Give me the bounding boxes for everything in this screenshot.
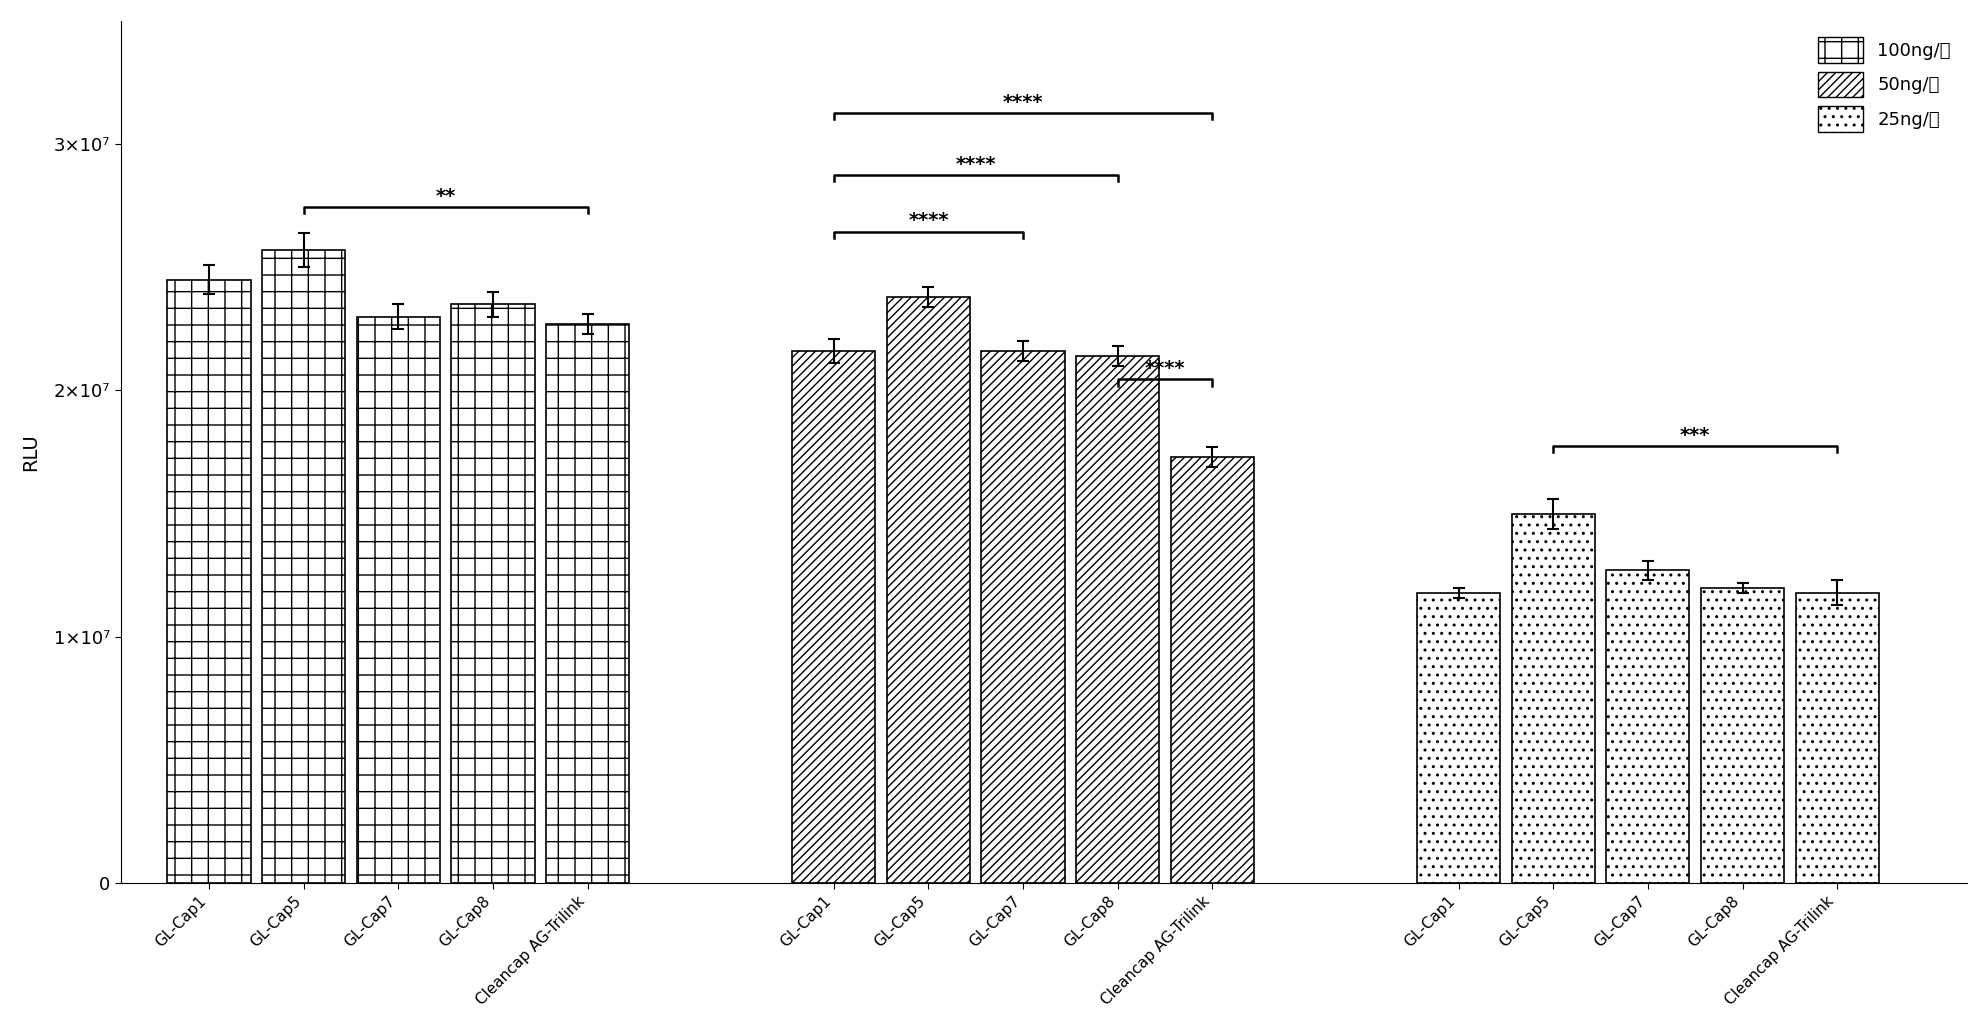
Bar	[451, 305, 535, 883]
Bar	[1702, 588, 1783, 883]
Text: **: **	[435, 186, 455, 206]
Bar	[1606, 570, 1690, 883]
Bar	[791, 351, 875, 883]
Bar	[982, 351, 1066, 883]
Bar	[167, 280, 250, 883]
Text: ****: ****	[956, 154, 996, 174]
Bar	[1511, 513, 1594, 883]
Bar	[262, 250, 346, 883]
Bar	[356, 317, 439, 883]
Legend: 100ng/孔, 50ng/孔, 25ng/孔: 100ng/孔, 50ng/孔, 25ng/孔	[1811, 30, 1958, 139]
Bar	[1171, 457, 1254, 883]
Bar	[1076, 356, 1159, 883]
Text: ***: ***	[1680, 426, 1710, 445]
Bar	[547, 324, 630, 883]
Bar	[887, 296, 970, 883]
Text: ****: ****	[909, 211, 948, 230]
Bar	[1795, 593, 1879, 883]
Y-axis label: RLU: RLU	[20, 433, 40, 471]
Text: ****: ****	[1002, 93, 1044, 112]
Bar	[1417, 593, 1501, 883]
Text: ****: ****	[1145, 359, 1185, 379]
